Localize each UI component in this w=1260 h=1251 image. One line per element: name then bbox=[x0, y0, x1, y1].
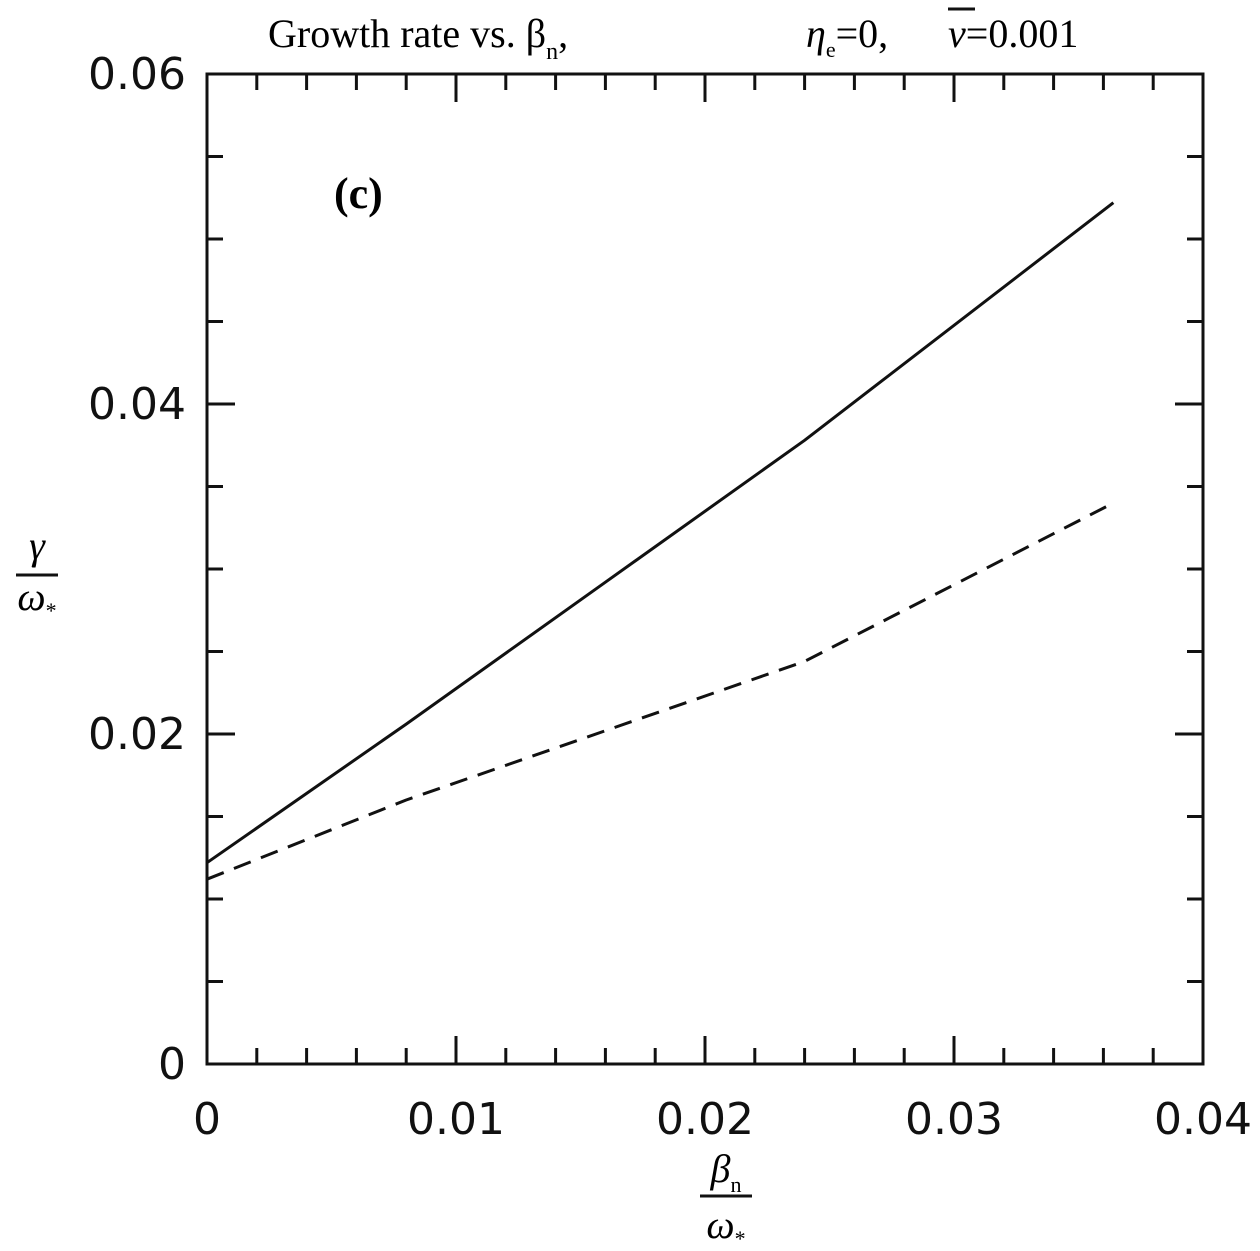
chart-title-main: Growth rate vs. β bbox=[268, 11, 546, 56]
x-tick-label: 0.04 bbox=[1154, 1094, 1252, 1145]
chart-title-param2-symbol: ν bbox=[948, 11, 966, 56]
chart-title-separator: , bbox=[558, 11, 568, 56]
x-axis-label-numerator-main: β bbox=[710, 1146, 731, 1191]
chart-title: Growth rate vs. βn, ηe=0, ν=0.001 bbox=[268, 7, 1078, 65]
panel-label: (c) bbox=[334, 169, 383, 218]
x-tick-label: 0.02 bbox=[656, 1094, 754, 1145]
chart-title-param1-symbol: η bbox=[806, 11, 826, 56]
y-axis-label: γ ω* bbox=[16, 523, 58, 623]
x-axis-label: βn ω* bbox=[700, 1146, 752, 1251]
chart-title-text: Growth rate vs. βn, bbox=[268, 11, 568, 65]
x-tick-label: 0 bbox=[193, 1094, 221, 1145]
x-axis-label-denominator: ω* bbox=[706, 1202, 745, 1251]
y-tick-label: 0 bbox=[158, 1039, 186, 1090]
y-axis-label-denominator-main: ω bbox=[17, 574, 45, 619]
x-tick-label: 0.01 bbox=[407, 1094, 505, 1145]
tick-labels-layer: 0 0.01 0.02 0.03 0.04 0 0.02 0.04 0.06 bbox=[88, 49, 1252, 1145]
y-axis-label-denominator-subscript: * bbox=[46, 598, 57, 623]
y-tick-label: 0.02 bbox=[88, 709, 186, 760]
y-axis-label-numerator: γ bbox=[29, 523, 46, 568]
dashed-series-line bbox=[206, 501, 1115, 881]
solid-series-line bbox=[206, 201, 1115, 864]
chart-title-param1-subscript: e bbox=[826, 37, 836, 62]
ticks-layer bbox=[205, 72, 1205, 1066]
y-tick-label: 0.04 bbox=[88, 379, 186, 430]
chart-title-param2-value: =0.001 bbox=[966, 11, 1079, 56]
x-axis-label-denominator-subscript: * bbox=[735, 1226, 746, 1251]
chart-title-subscript: n bbox=[546, 39, 558, 65]
y-axis-label-denominator: ω* bbox=[17, 574, 56, 623]
chart-title-param1-value: =0, bbox=[836, 11, 889, 56]
x-tick-label: 0.03 bbox=[905, 1094, 1003, 1145]
x-axis-label-numerator: βn bbox=[710, 1146, 742, 1197]
chart-title-param2: ν=0.001 bbox=[948, 11, 1078, 56]
y-tick-label: 0.06 bbox=[88, 49, 186, 100]
chart-title-param1: ηe=0, bbox=[806, 11, 888, 62]
plot-frame bbox=[205, 72, 1205, 1066]
x-axis-label-denominator-main: ω bbox=[706, 1202, 734, 1247]
x-axis-label-numerator-subscript: n bbox=[730, 1172, 741, 1197]
series-layer bbox=[206, 201, 1115, 881]
